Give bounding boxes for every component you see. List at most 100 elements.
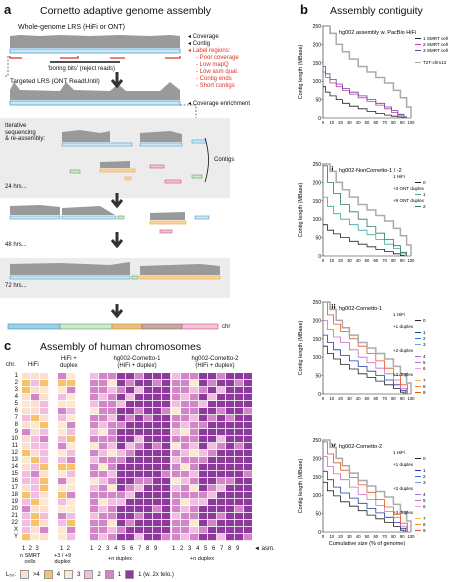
heatmap-cell [199,527,208,534]
heatmap-cell [126,457,135,464]
heatmap-cell [190,457,199,464]
iterative-contigs [61,130,207,184]
y-tick-label: 250 [313,24,322,30]
y-tick-label: 0 [318,116,321,122]
heatmap-cell [22,429,31,436]
heatmap-cell [162,499,171,506]
heatmap-cell [58,492,67,499]
contigs-label: Contigs [214,157,235,163]
heatmap-cell [22,387,31,394]
heatmap-cell [235,485,244,492]
heatmap-cell [172,527,181,534]
duplex-tick-labels: 1 2 [60,546,71,552]
heatmap-cell [162,387,171,394]
heatmap-cell [144,380,153,387]
y-tick-label: 50 [315,236,321,242]
heatmap-cell [31,387,40,394]
heatmap-cell [181,492,190,499]
series-line [323,456,407,532]
heatmap-cell [31,471,40,478]
heatmap-cell [199,450,208,457]
heatmap-cell [190,373,199,380]
heatmap-cell [172,380,181,387]
heatmap-cell [108,415,117,422]
chart-title: hg002-Cornetto-2 [339,444,382,450]
y-tick-label: 150 [313,199,322,205]
heatmap-cell [190,527,199,534]
heatmap-cell [135,408,144,415]
heatmap-cell [40,429,49,436]
series-line [323,481,405,532]
heatmap-cell [40,408,49,415]
chr-row-label: 9 [14,429,18,435]
y-tick-label: 0 [318,392,321,398]
heatmap-cell [199,373,208,380]
heatmap-cell [117,471,126,478]
heatmap-cell [208,443,217,450]
x-tick-label: 50 [365,396,370,401]
legend-item-4: - Short contigs [196,83,235,89]
heatmap-cell [199,401,208,408]
x-tick-label: 90 [400,396,405,401]
chr-row-label: 18 [11,492,18,498]
heatmap-cell [162,457,171,464]
legend-entry: 4 [423,354,426,359]
x-tick-label: 90 [400,534,405,539]
y-tick-label: 100 [313,79,322,85]
chart-roman: ii [329,165,333,174]
heatmap-cell [181,471,190,478]
chart-roman: iv [329,441,336,450]
series-line [323,439,412,532]
legend-entry: +1 duplex [393,324,414,329]
time-48: 48 hrs... [5,242,27,248]
heatmap-cell [244,436,252,443]
heatmap-cell [217,492,226,499]
heatmap-cell [235,464,244,471]
heatmap-cell [162,401,171,408]
heatmap-cell [226,464,235,471]
x-tick-label: 70 [382,258,387,263]
smrt-tick-labels: 1 2 3 [22,546,39,552]
down-arrow-2 [110,193,124,209]
heatmap-cell [181,485,190,492]
heatmap-cell [67,394,76,401]
x-tick-label: 40 [356,534,361,539]
legend-entry: 0 [423,180,426,185]
heatmap-cell [67,429,76,436]
heatmap-cell [90,408,99,415]
x-axis-label: Cumulative size (% of genome) [329,541,406,547]
heatmap-cell [126,408,135,415]
heatmap-cell [199,513,208,520]
heatmap-cell [67,471,76,478]
x-tick-label: 20 [338,534,343,539]
heatmap-cell [135,373,144,380]
heatmap-cell [58,436,67,443]
final-chr [7,323,219,330]
heatmap-cell [40,513,49,520]
heatmap-cell [226,499,235,506]
x-tick-label: 0 [322,258,325,263]
heatmap-cell [99,499,108,506]
heatmap-cell [22,457,31,464]
legend-entry: 2 [423,336,426,341]
legend-entry: 6 [423,366,426,371]
legend-item-1: - Low mapQ [196,62,229,68]
y-tick-label: 200 [313,318,322,324]
heatmap-cell [244,450,252,457]
series-line [323,66,407,118]
x-tick-label: 30 [347,534,352,539]
x-tick-label: 90 [400,258,405,263]
heatmap-cell [217,387,226,394]
heatmap-cell [199,492,208,499]
heatmap-cell [172,520,181,527]
heatmap-cell [117,457,126,464]
heatmap-cell [22,373,31,380]
heatmap-cell [126,436,135,443]
heatmap-cell [199,464,208,471]
heatmap-cell [99,450,108,457]
heatmap-cell [162,478,171,485]
heatmap-cell [217,380,226,387]
heatmap-cell [90,534,99,541]
heatmap-cell [190,492,199,499]
heatmap-cell [99,380,108,387]
